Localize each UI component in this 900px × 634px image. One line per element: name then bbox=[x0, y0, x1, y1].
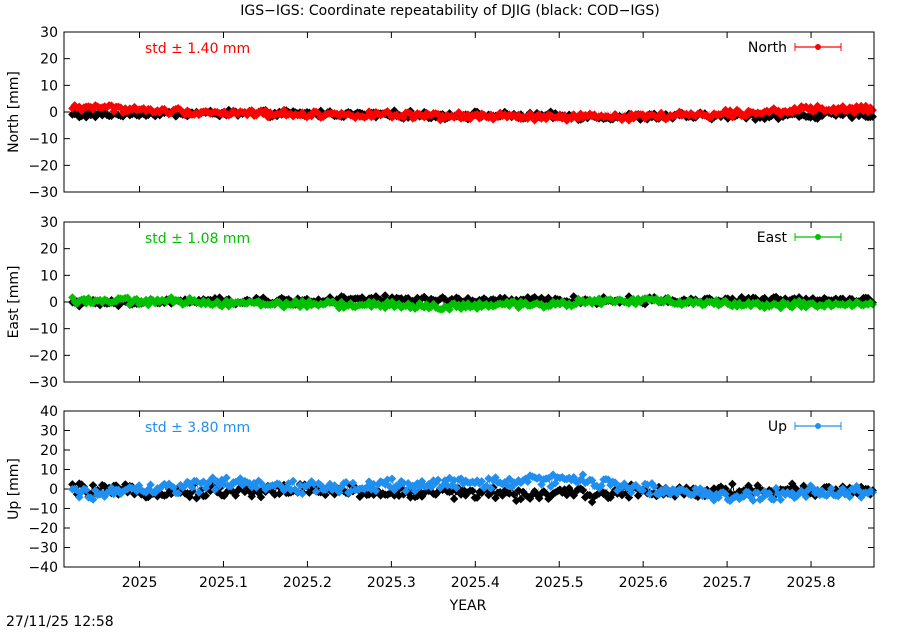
x-tick-label: 2025.1 bbox=[199, 575, 248, 591]
y-axis-label: East [mm] bbox=[6, 266, 22, 339]
legend-marker bbox=[815, 234, 821, 240]
panel-east: 30 20 10 0 −10 −20 −30 East [mm] std ± 1.08 mm Ea… bbox=[6, 215, 877, 391]
std-annotation: std ± 1.08 mm bbox=[145, 231, 250, 247]
y-tick-label: −20 bbox=[28, 348, 58, 364]
x-tick-label: 2025.5 bbox=[535, 575, 584, 591]
y-tick-label: 40 bbox=[40, 404, 58, 420]
legend-label: Up bbox=[768, 419, 787, 435]
x-tick-label: 2025.8 bbox=[787, 575, 836, 591]
y-tick-label: −30 bbox=[28, 185, 58, 201]
legend-marker bbox=[815, 44, 821, 50]
x-tick-label: 2025.2 bbox=[283, 575, 332, 591]
y-tick-label: 30 bbox=[40, 25, 58, 41]
panels: 30 20 10 0 −10 −20 −30 North [mm] std ± 1.40 mm N… bbox=[6, 25, 877, 591]
x-tick-label: 2025.4 bbox=[451, 575, 500, 591]
y-tick-label: −30 bbox=[28, 541, 58, 557]
y-tick-label: 30 bbox=[40, 215, 58, 231]
y-tick-label: −40 bbox=[28, 560, 58, 576]
x-axis-label: YEAR bbox=[449, 598, 487, 614]
y-tick-label: −30 bbox=[28, 375, 58, 391]
x-tick-label: 2025.7 bbox=[703, 575, 752, 591]
y-tick-label: −10 bbox=[28, 322, 58, 338]
y-tick-label: 30 bbox=[40, 424, 58, 440]
figure-title: IGS−IGS: Coordinate repeatability of DJI… bbox=[240, 3, 660, 19]
panel-north: 30 20 10 0 −10 −20 −30 North [mm] std ± 1.40 mm N… bbox=[6, 25, 877, 201]
legend-label: East bbox=[757, 230, 788, 246]
timestamp: 27/11/25 12:58 bbox=[6, 614, 114, 630]
panel-up: 40 30 20 10 0 −10 −20 −30 −40 2025 2025.1 2025.2 202… bbox=[6, 404, 877, 591]
x-tick-label: 2025.6 bbox=[619, 575, 668, 591]
y-tick-label: −10 bbox=[28, 502, 58, 518]
y-tick-label: 20 bbox=[40, 443, 58, 459]
y-tick-label: 10 bbox=[40, 268, 58, 284]
y-axis-label: North [mm] bbox=[6, 71, 22, 153]
y-tick-label: 0 bbox=[49, 295, 58, 311]
y-tick-label: −20 bbox=[28, 521, 58, 537]
legend-marker bbox=[815, 423, 821, 429]
y-tick-label: 20 bbox=[40, 242, 58, 258]
y-axis-label: Up [mm] bbox=[6, 458, 22, 520]
y-tick-label: 0 bbox=[49, 105, 58, 121]
y-tick-label: 0 bbox=[49, 482, 58, 498]
legend-label: North bbox=[748, 40, 787, 56]
y-tick-label: −20 bbox=[28, 158, 58, 174]
x-tick-label: 2025 bbox=[122, 575, 158, 591]
y-tick-label: −10 bbox=[28, 132, 58, 148]
x-tick-label: 2025.3 bbox=[367, 575, 416, 591]
std-annotation: std ± 3.80 mm bbox=[145, 420, 250, 436]
y-tick-label: 20 bbox=[40, 52, 58, 68]
y-tick-label: 10 bbox=[40, 463, 58, 479]
y-tick-label: 10 bbox=[40, 78, 58, 94]
std-annotation: std ± 1.40 mm bbox=[145, 41, 250, 57]
